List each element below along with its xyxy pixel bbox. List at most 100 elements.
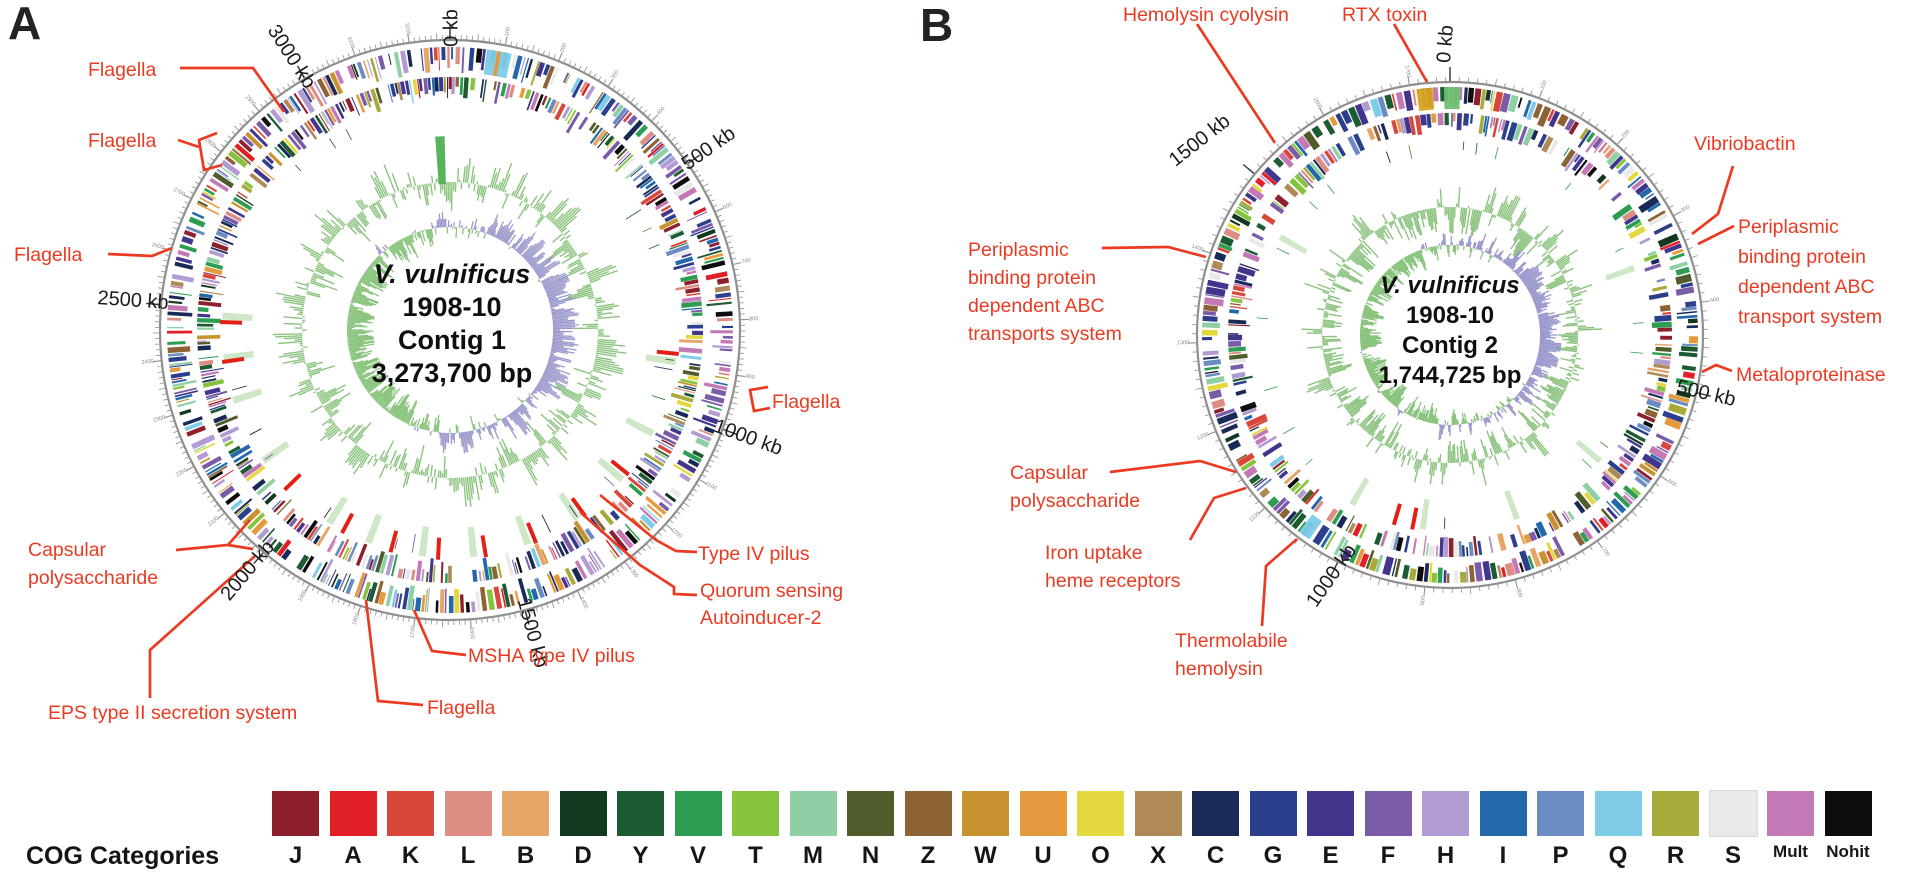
svg-text:2200: 2200 bbox=[175, 468, 189, 479]
legend-code-A: A bbox=[344, 842, 362, 869]
svg-text:1400: 1400 bbox=[1191, 244, 1205, 254]
scale-ring-panel-B: 1002003004006007008009001100120013001400… bbox=[1177, 65, 1720, 606]
legend-swatch-L bbox=[444, 791, 492, 836]
contig-name: Contig 2 bbox=[1401, 332, 1498, 359]
svg-text:800: 800 bbox=[749, 316, 758, 322]
annotation-vibriobactin: Vibriobactin bbox=[1694, 133, 1796, 155]
legend-swatch-Z bbox=[904, 791, 952, 836]
legend-code-W: W bbox=[974, 842, 997, 869]
leader-lines-panel-A bbox=[107, 66, 771, 707]
annotation-line: dependent ABC bbox=[968, 295, 1105, 317]
rna-ring-panel-A bbox=[220, 129, 679, 560]
species-name: V. vulnificus bbox=[1380, 272, 1520, 299]
svg-text:1800: 1800 bbox=[352, 612, 361, 626]
svg-text:700: 700 bbox=[1600, 547, 1610, 558]
panel-label-B: B bbox=[920, 0, 954, 51]
svg-text:1400: 1400 bbox=[578, 596, 589, 610]
leader-lines-panel-B bbox=[1101, 23, 1735, 627]
plot-center-title-B: V. vulnificus 1908-10 Contig 2 1,744,725 bp bbox=[1379, 271, 1522, 391]
legend-swatch-P bbox=[1537, 791, 1584, 836]
legend-swatch-K bbox=[387, 791, 434, 836]
legend-code-C: C bbox=[1206, 842, 1225, 869]
svg-text:200: 200 bbox=[1621, 129, 1632, 140]
gc-skew-ring-panel-B bbox=[1359, 233, 1562, 440]
svg-text:400: 400 bbox=[1710, 297, 1720, 304]
svg-text:1200: 1200 bbox=[670, 527, 683, 540]
annotation-line: dependent ABC bbox=[1738, 276, 1875, 298]
legend-swatch-J bbox=[272, 791, 319, 836]
legend-code-U: U bbox=[1034, 842, 1052, 869]
plot-center-title-A: V. vulnificus 1908-10 Contig 1 3,273,700 bp bbox=[372, 258, 533, 390]
contig-size: 3,273,700 bp bbox=[371, 358, 533, 388]
legend-swatch-A bbox=[329, 791, 377, 836]
legend-code-E: E bbox=[1322, 842, 1339, 869]
legend-swatch-C bbox=[1192, 791, 1239, 836]
annotation-line: Autoinducer-2 bbox=[700, 607, 822, 629]
annotation-hemolysin-cyolysin: Hemolysin cyolysin bbox=[1123, 4, 1289, 26]
legend-code-O: O bbox=[1091, 842, 1110, 869]
annotation-line: hemolysin bbox=[1175, 658, 1263, 680]
svg-text:1700: 1700 bbox=[409, 625, 416, 638]
legend-code-S: S bbox=[1724, 842, 1741, 869]
legend-code-M: M bbox=[803, 842, 823, 869]
strain-name: 1908-10 bbox=[402, 292, 502, 322]
legend-code-X: X bbox=[1149, 842, 1166, 869]
species-name: V. vulnificus bbox=[373, 259, 531, 289]
annotation-thermolabile-hemolysin: Thermolabile hemolysin bbox=[1175, 627, 1288, 683]
svg-text:3200: 3200 bbox=[403, 23, 411, 36]
legend-swatch-Nohit bbox=[1824, 791, 1872, 836]
legend-code-Mult: Mult bbox=[1773, 842, 1808, 861]
svg-text:1300: 1300 bbox=[627, 566, 639, 579]
annotation-flagella-upper: Flagella bbox=[88, 130, 157, 152]
svg-text:2300: 2300 bbox=[153, 415, 166, 424]
legend-swatch-T bbox=[732, 791, 779, 836]
legend-swatch-F bbox=[1364, 791, 1412, 836]
legend-swatch-N bbox=[847, 791, 894, 836]
svg-text:300: 300 bbox=[610, 70, 620, 81]
legend-code-Y: Y bbox=[632, 842, 649, 869]
legend-code-T: T bbox=[748, 842, 763, 869]
svg-text:600: 600 bbox=[722, 202, 733, 211]
svg-text:2400: 2400 bbox=[141, 359, 154, 366]
legend-swatch-O bbox=[1077, 791, 1124, 836]
svg-text:1200: 1200 bbox=[1196, 432, 1210, 442]
svg-text:1700: 1700 bbox=[1403, 65, 1411, 78]
legend-code-Z: Z bbox=[920, 842, 936, 869]
scale-label: 0 kb bbox=[1432, 24, 1459, 64]
annotation-flagella-right: Flagella bbox=[772, 391, 841, 413]
legend-code-H: H bbox=[1436, 842, 1455, 869]
annotation-iron-uptake: Iron uptake heme receptors bbox=[1045, 539, 1180, 595]
legend-swatch-G bbox=[1249, 791, 1297, 836]
svg-text:900: 900 bbox=[745, 374, 755, 381]
annotation-flagella-left: Flagella bbox=[14, 244, 83, 266]
legend-title: COG Categories bbox=[26, 842, 220, 870]
contig-name: Contig 1 bbox=[397, 325, 506, 355]
annotation-line: binding protein bbox=[1738, 246, 1866, 268]
legend-swatch-U bbox=[1019, 791, 1067, 836]
strain-name: 1908-10 bbox=[1405, 302, 1495, 329]
gene-ring-outer-panel-B bbox=[1201, 86, 1699, 584]
legend-code-J: J bbox=[288, 842, 303, 869]
svg-text:900: 900 bbox=[1420, 596, 1427, 606]
svg-text:800: 800 bbox=[1515, 588, 1523, 598]
legend-swatch-Q bbox=[1594, 791, 1642, 836]
legend-swatch-H bbox=[1422, 791, 1469, 836]
legend-swatch-X bbox=[1134, 791, 1182, 836]
svg-text:600: 600 bbox=[1666, 478, 1677, 488]
feature-blocks-panel-A bbox=[435, 49, 512, 185]
scale-label: 0 kb bbox=[440, 9, 463, 47]
legend-code-I: I bbox=[1499, 842, 1507, 869]
annotation-capsular-polysaccharide-b: Capsular polysaccharide bbox=[1010, 459, 1140, 515]
legend-swatch-E bbox=[1307, 791, 1354, 836]
annotation-flagella-top: Flagella bbox=[88, 59, 157, 81]
legend-code-L: L bbox=[460, 842, 476, 869]
svg-text:2700: 2700 bbox=[172, 187, 186, 198]
legend-code-D: D bbox=[574, 842, 592, 869]
legend-code-F: F bbox=[1380, 842, 1396, 869]
annotation-line: heme receptors bbox=[1045, 570, 1181, 592]
svg-text:3100: 3100 bbox=[346, 36, 356, 50]
legend-code-Q: Q bbox=[1608, 842, 1628, 869]
gene-ring-inner-panel-B bbox=[1227, 112, 1673, 558]
